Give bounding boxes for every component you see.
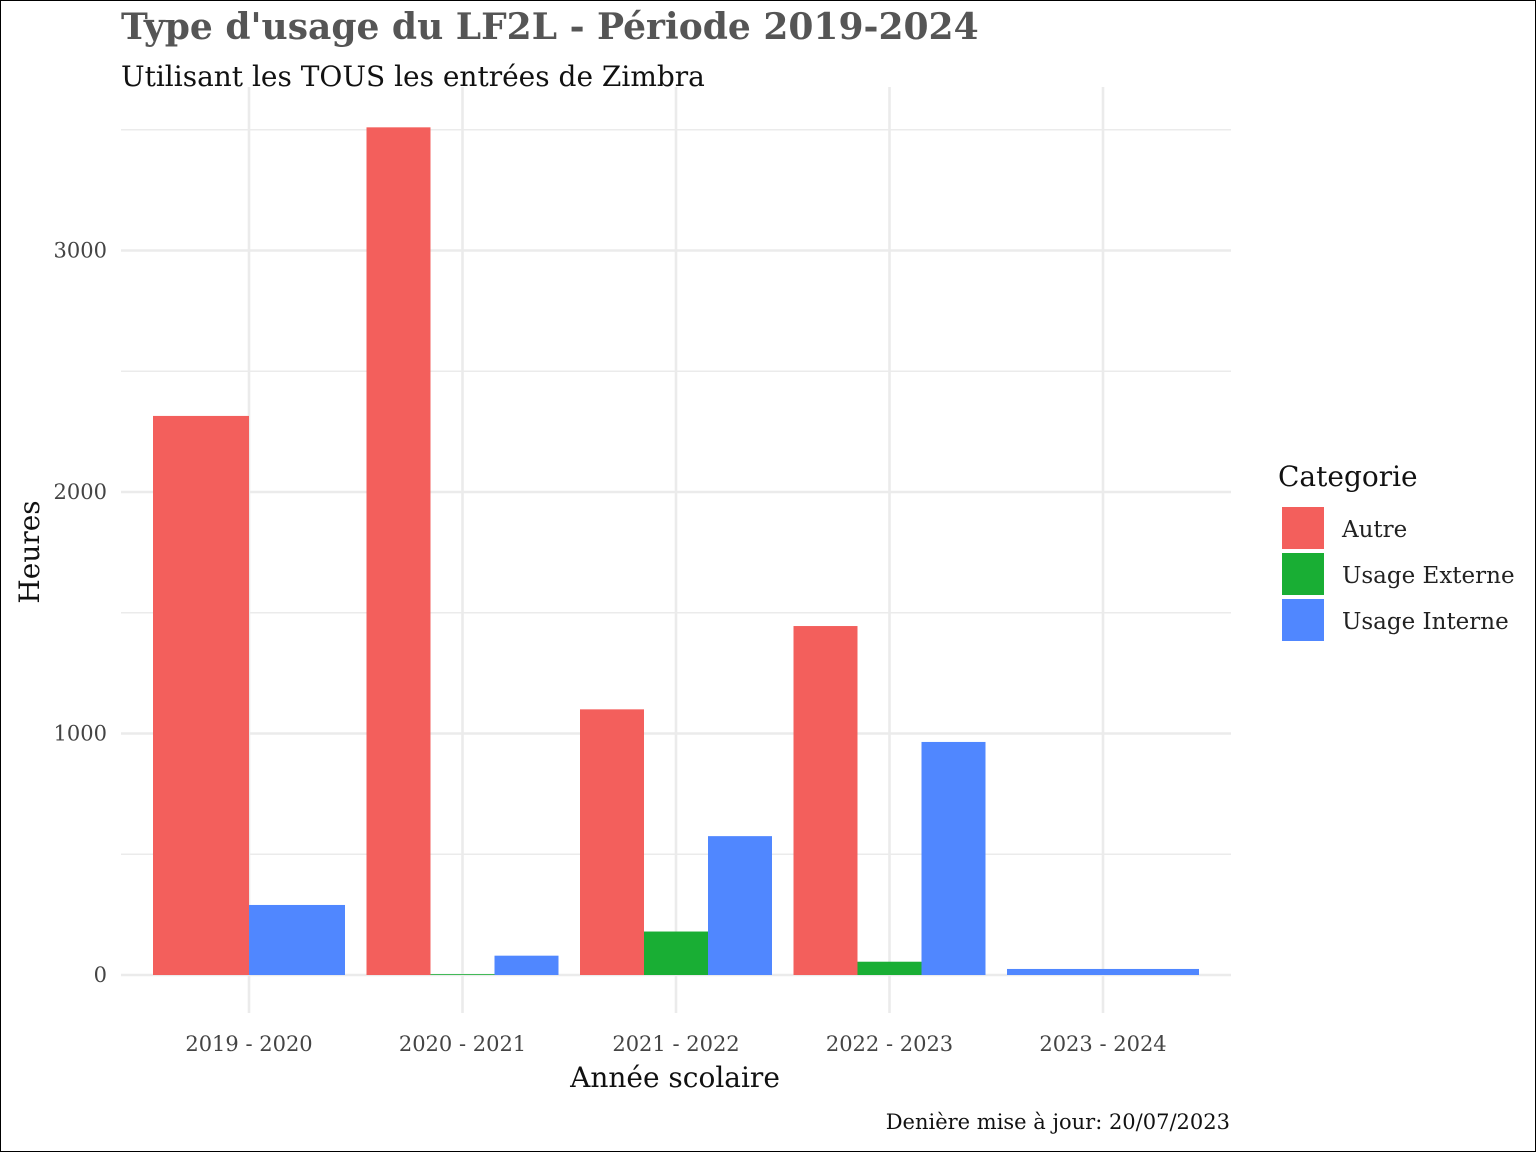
bar [857, 961, 922, 975]
bar [921, 741, 986, 975]
bar [249, 904, 345, 975]
x-tick-label: 2023 - 2024 [1039, 1032, 1166, 1056]
legend-label: Usage Interne [1342, 609, 1509, 635]
legend-title: Categorie [1278, 460, 1418, 493]
legend: Categorie Autre Usage Externe Usage Intern… [1278, 460, 1515, 641]
bar [153, 415, 249, 975]
bar [708, 836, 772, 975]
legend-swatch [1282, 507, 1324, 549]
y-tick-label: 0 [94, 963, 107, 987]
y-tick-label: 3000 [54, 239, 107, 263]
bar [644, 931, 708, 975]
x-tick-label: 2022 - 2023 [826, 1032, 953, 1056]
bars [153, 127, 1199, 975]
x-tick-label: 2021 - 2022 [612, 1032, 739, 1056]
y-tick-label: 1000 [54, 722, 107, 746]
bar [1007, 968, 1199, 975]
x-tick-label: 2019 - 2020 [185, 1032, 312, 1056]
legend-label: Autre [1341, 517, 1407, 543]
chart-caption: Denière mise à jour: 20/07/2023 [886, 1110, 1230, 1134]
legend-swatch [1282, 599, 1324, 641]
bar [366, 127, 431, 975]
chart-subtitle: Utilisant les TOUS les entrées de Zimbra [121, 60, 705, 93]
bar [494, 955, 559, 975]
y-axis-title: Heures [13, 500, 46, 603]
y-axis-ticks: 0 1000 2000 3000 [54, 239, 107, 988]
x-tick-label: 2020 - 2021 [399, 1032, 526, 1056]
legend-label: Usage Externe [1342, 563, 1515, 589]
y-tick-label: 2000 [54, 480, 107, 504]
legend-swatch [1282, 553, 1324, 595]
x-axis-title: Année scolaire [569, 1061, 780, 1094]
gridlines [121, 87, 1231, 1013]
x-axis-ticks: 2019 - 2020 2020 - 2021 2021 - 2022 2022 - … [185, 1032, 1166, 1056]
bar [580, 709, 644, 975]
bar [793, 626, 858, 975]
bar [430, 974, 495, 975]
chart-title: Type d'usage du LF2L - Période 2019-2024 [121, 6, 979, 48]
